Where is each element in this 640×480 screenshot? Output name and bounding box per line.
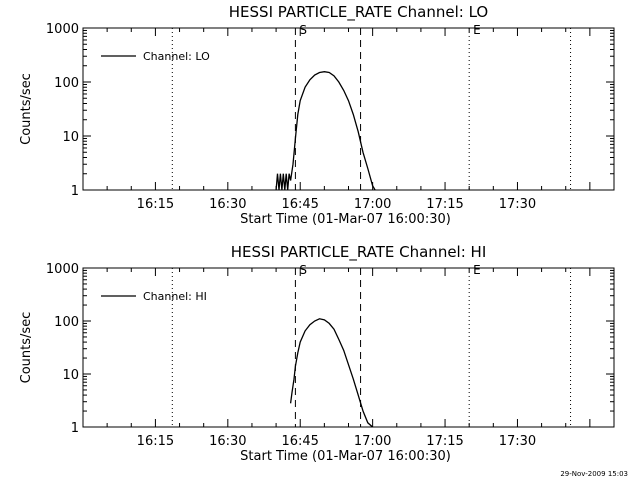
x-tick-label: 17:30: [499, 197, 536, 212]
legend-label: Channel: LO: [143, 50, 210, 63]
plot-timestamp: 29-Nov-2009 15:03: [560, 470, 628, 478]
x-tick-label: 17:00: [354, 434, 391, 449]
chart-title: HESSI PARTICLE_RATE Channel: HI: [231, 243, 487, 262]
x-tick-label: 16:30: [209, 197, 246, 212]
y-tick-label: 1000: [46, 22, 79, 37]
y-tick-label: 100: [54, 315, 79, 330]
x-tick-label: 17:15: [426, 434, 463, 449]
x-tick-label: 16:15: [137, 197, 174, 212]
x-axis-label: Start Time (01-Mar-07 16:00:30): [240, 212, 451, 227]
x-tick-label: 17:15: [426, 197, 463, 212]
y-tick-label: 1: [71, 184, 79, 199]
x-axis-label: Start Time (01-Mar-07 16:00:30): [240, 449, 451, 464]
x-tick-label: 16:15: [137, 434, 174, 449]
marker-label: S: [299, 23, 307, 37]
x-tick-label: 17:30: [499, 434, 536, 449]
chart-title: HESSI PARTICLE_RATE Channel: LO: [229, 3, 488, 22]
x-tick-label: 16:30: [209, 434, 246, 449]
y-tick-label: 1000: [46, 262, 79, 277]
x-tick-label: 17:00: [354, 197, 391, 212]
data-series-line: [275, 71, 376, 191]
data-series-line: [289, 318, 374, 428]
y-tick-label: 100: [54, 76, 79, 91]
lo-channel-panel: HESSI PARTICLE_RATE Channel: LO 1 10 100 100…: [19, 3, 615, 227]
y-axis-label: Counts/sec: [19, 312, 34, 384]
legend-label: Channel: HI: [143, 290, 207, 303]
y-tick-label: 10: [62, 368, 79, 383]
y-axis-label: Counts/sec: [19, 73, 34, 145]
marker-label: E: [473, 263, 481, 277]
x-tick-label: 16:45: [281, 197, 318, 212]
y-tick-label: 10: [62, 130, 79, 145]
marker-label: S: [299, 263, 307, 277]
y-tick-label: 1: [71, 421, 79, 436]
marker-label: E: [473, 23, 481, 37]
hi-channel-panel: HESSI PARTICLE_RATE Channel: HI 1 10 100 100…: [19, 243, 615, 464]
x-tick-label: 16:45: [281, 434, 318, 449]
